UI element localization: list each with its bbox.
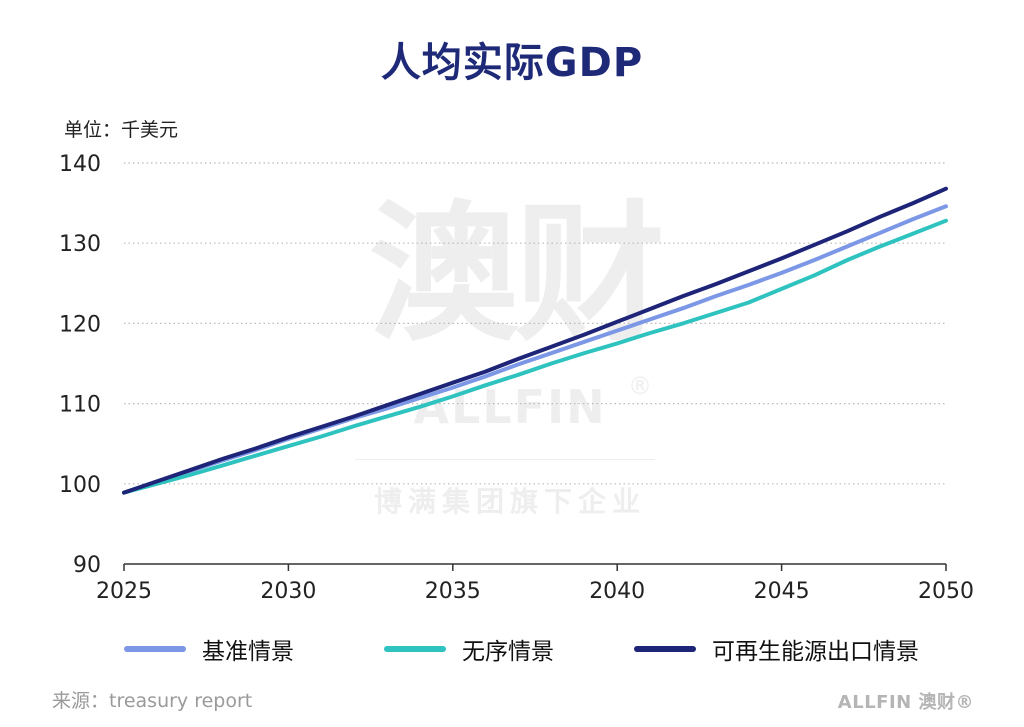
legend-label-baseline: 基准情景 bbox=[202, 639, 294, 665]
x-tick-label-2025: 2025 bbox=[96, 579, 152, 604]
gridlines bbox=[124, 162, 946, 485]
y-tick-label-110: 110 bbox=[59, 393, 101, 418]
y-axis-ticks: 90 100 110 120 130 140 bbox=[59, 152, 101, 578]
chart-title: 人均实际GDP bbox=[380, 40, 644, 86]
x-tick-label-2040: 2040 bbox=[589, 579, 645, 604]
y-axis-unit-label: 单位：千美元 bbox=[64, 119, 179, 141]
series-line-2 bbox=[122, 186, 948, 495]
legend-item-renewable-export: 可再生能源出口情景 bbox=[634, 632, 919, 666]
legend-item-disorderly: 无序情景 bbox=[384, 632, 554, 666]
brand-logo: ALLFIN 澳财® bbox=[837, 692, 974, 713]
x-tick-label-2045: 2045 bbox=[754, 579, 810, 604]
legend-swatch-baseline bbox=[124, 646, 186, 652]
legend-item-baseline: 基准情景 bbox=[124, 632, 294, 666]
x-tick-label-2035: 2035 bbox=[425, 579, 481, 604]
legend-label-disorderly: 无序情景 bbox=[462, 639, 554, 665]
watermark-logo: 澳财 bbox=[368, 188, 665, 362]
y-tick-label-100: 100 bbox=[59, 473, 101, 498]
legend-swatch-renewable-export bbox=[634, 646, 696, 652]
x-tick-label-2050: 2050 bbox=[918, 579, 974, 604]
series-lines bbox=[122, 186, 948, 495]
watermark-registered-mark: ® bbox=[628, 372, 652, 400]
series-line-1 bbox=[122, 218, 948, 495]
watermark-subtitle: 博满集团旗下企业 bbox=[373, 485, 646, 518]
legend-swatch-disorderly bbox=[384, 646, 446, 652]
source-note: 来源：treasury report bbox=[52, 690, 253, 712]
watermark-divider bbox=[355, 459, 655, 460]
y-tick-label-120: 120 bbox=[59, 312, 101, 337]
y-tick-label-140: 140 bbox=[59, 152, 101, 177]
legend: 基准情景 无序情景 可再生能源出口情景 bbox=[0, 632, 1024, 666]
y-tick-label-90: 90 bbox=[73, 553, 101, 578]
legend-label-renewable-export: 可再生能源出口情景 bbox=[712, 639, 919, 665]
x-axis: 2025 2030 2035 2040 2045 2050 bbox=[96, 563, 974, 604]
y-tick-label-130: 130 bbox=[59, 232, 101, 257]
x-tick-label-2030: 2030 bbox=[260, 579, 316, 604]
